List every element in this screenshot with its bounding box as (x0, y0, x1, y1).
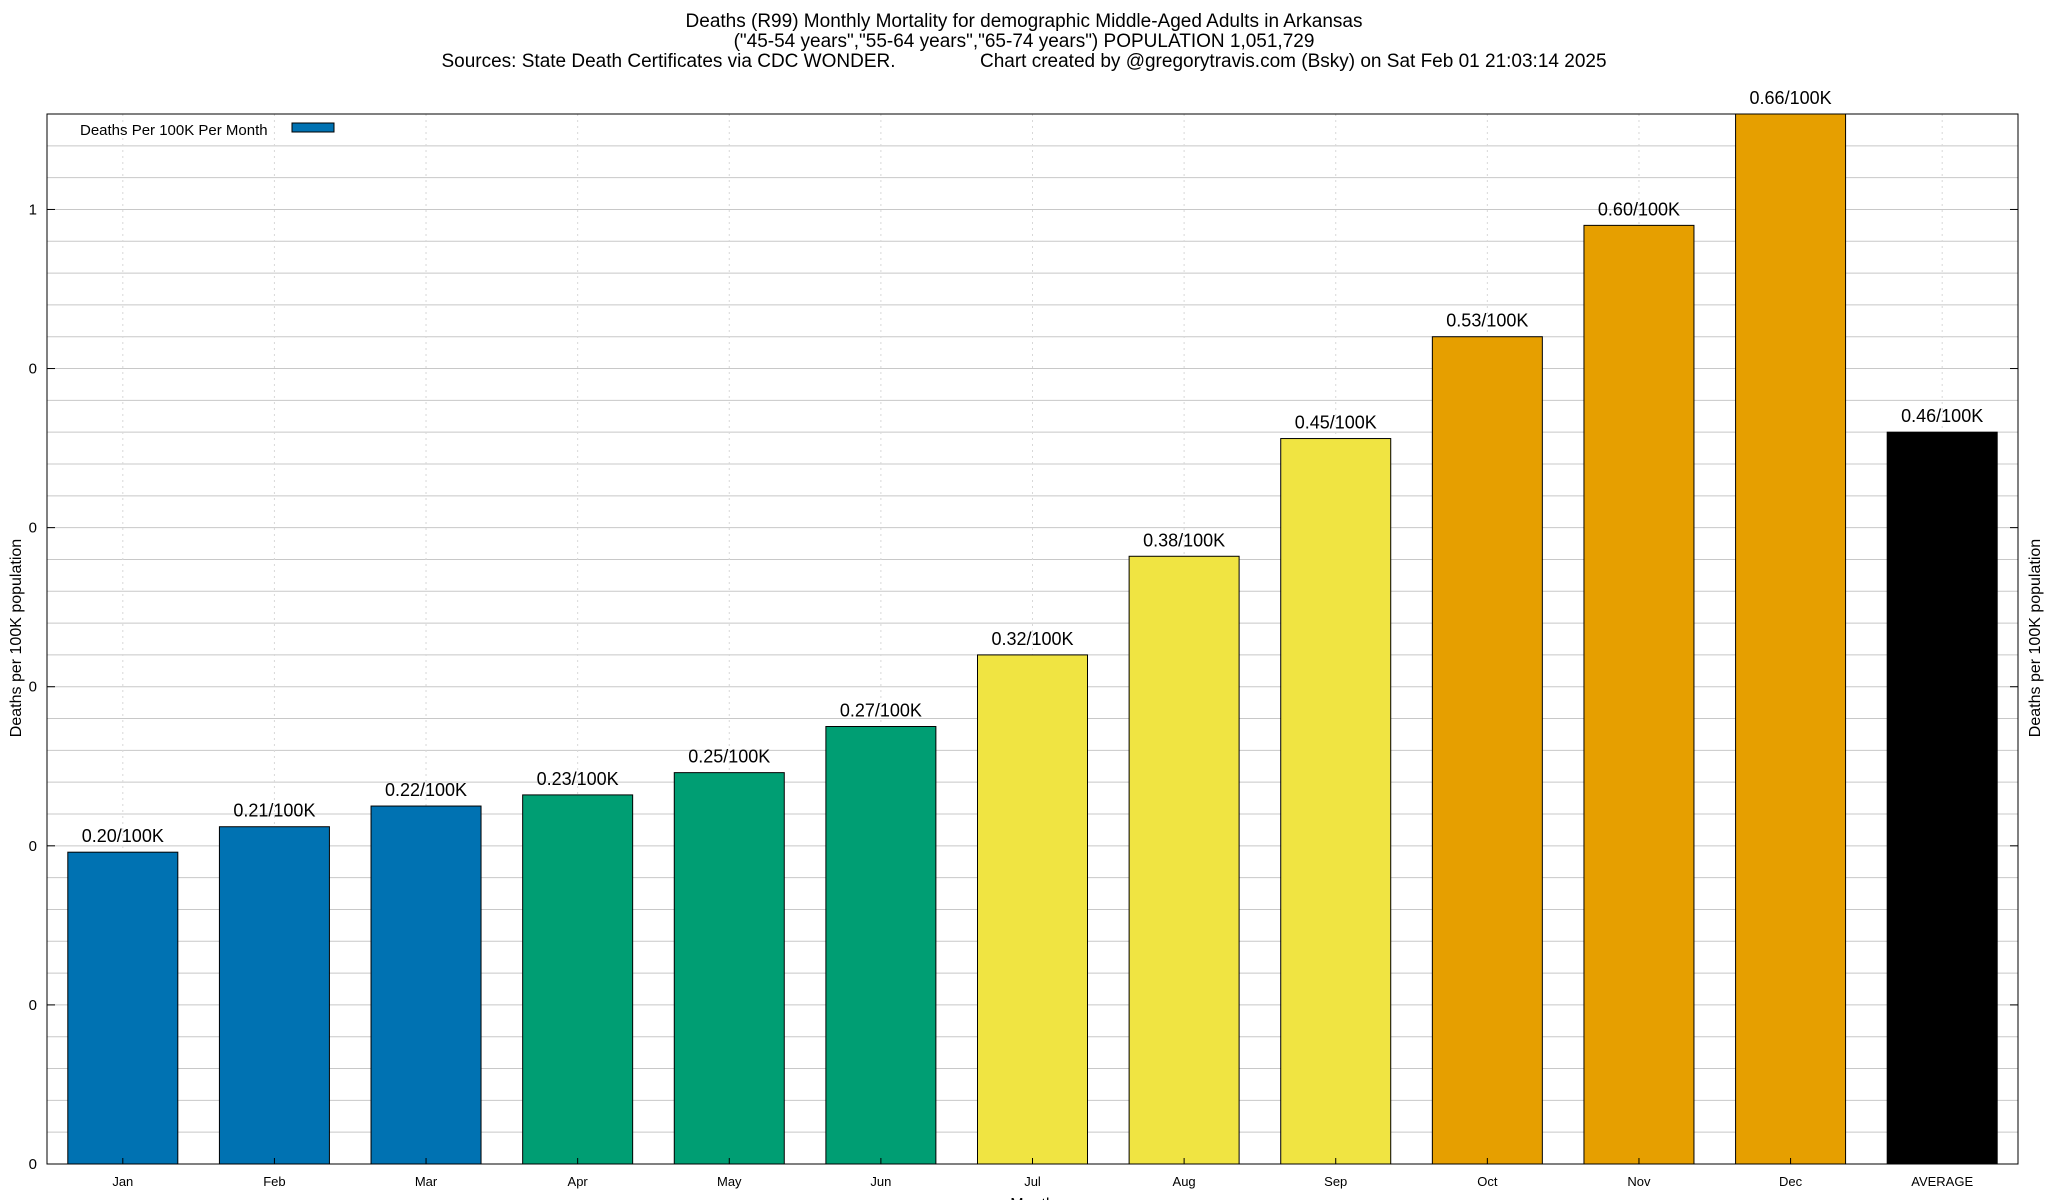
bar-aug (1128, 555, 1240, 1165)
y-tick-label: 0 (29, 838, 37, 855)
x-tick-label: Apr (568, 1174, 589, 1189)
x-tick-label: Feb (263, 1174, 285, 1189)
x-tick-label: Jan (112, 1174, 133, 1189)
bar-mar (370, 805, 482, 1165)
bar-apr (522, 794, 634, 1165)
bar-average (1886, 431, 1998, 1165)
bar-jul (977, 654, 1088, 1165)
data-label: 0.23/100K (537, 769, 619, 789)
x-tick-label: Mar (415, 1174, 438, 1189)
x-tick-label: May (717, 1174, 742, 1189)
chart-subtitle: ("45-54 years","55-64 years","65-74 year… (733, 31, 1315, 52)
bar-jun (825, 726, 937, 1165)
x-tick-label: Nov (1627, 1174, 1651, 1189)
bar-jan (67, 851, 179, 1165)
data-label: 0.60/100K (1598, 199, 1680, 219)
y-tick-label: 0 (29, 1156, 37, 1173)
bar-feb (218, 826, 330, 1165)
x-tick-label: AVERAGE (1911, 1174, 1973, 1189)
data-label: 0.22/100K (385, 780, 467, 800)
x-axis-label: Month (1010, 1196, 1054, 1200)
x-tick-label: Sep (1324, 1174, 1347, 1189)
data-label: 0.20/100K (82, 826, 164, 846)
data-label: 0.38/100K (1143, 530, 1225, 550)
y-tick-label: 0 (29, 361, 37, 378)
y-tick-label: 1 (29, 201, 37, 218)
data-label: 0.21/100K (233, 801, 315, 821)
x-tick-label: Jul (1024, 1174, 1041, 1189)
chart-title-block: Deaths (R99) Monthly Mortality for demog… (0, 12, 2048, 72)
legend-label: Deaths Per 100K Per Month (80, 122, 268, 139)
bar-nov (1583, 224, 1695, 1165)
y-tick-label: 0 (29, 679, 37, 696)
data-label: 0.27/100K (840, 701, 922, 721)
x-tick-label: Dec (1779, 1174, 1803, 1189)
chart-title: Deaths (R99) Monthly Mortality for demog… (685, 11, 1363, 32)
y-tick-label: 0 (29, 997, 37, 1014)
x-tick-label: Aug (1173, 1174, 1196, 1189)
data-label: 0.46/100K (1901, 406, 1983, 426)
bar-sep (1280, 438, 1392, 1165)
chart-sources-line: Sources: State Death Certificates via CD… (441, 51, 1607, 72)
y-tick-label: 0 (29, 520, 37, 537)
data-label: 0.53/100K (1446, 311, 1528, 331)
x-tick-label: Oct (1477, 1174, 1498, 1189)
bar-dec (1735, 113, 1847, 1165)
data-label: 0.45/100K (1295, 413, 1377, 433)
data-label: 0.32/100K (991, 629, 1073, 649)
x-tick-label: Jun (870, 1174, 891, 1189)
legend-swatch (291, 122, 335, 133)
bar-may (673, 772, 785, 1165)
data-label: 0.66/100K (1750, 88, 1832, 108)
data-label: 0.25/100K (688, 747, 770, 767)
bar-oct (1431, 336, 1543, 1165)
